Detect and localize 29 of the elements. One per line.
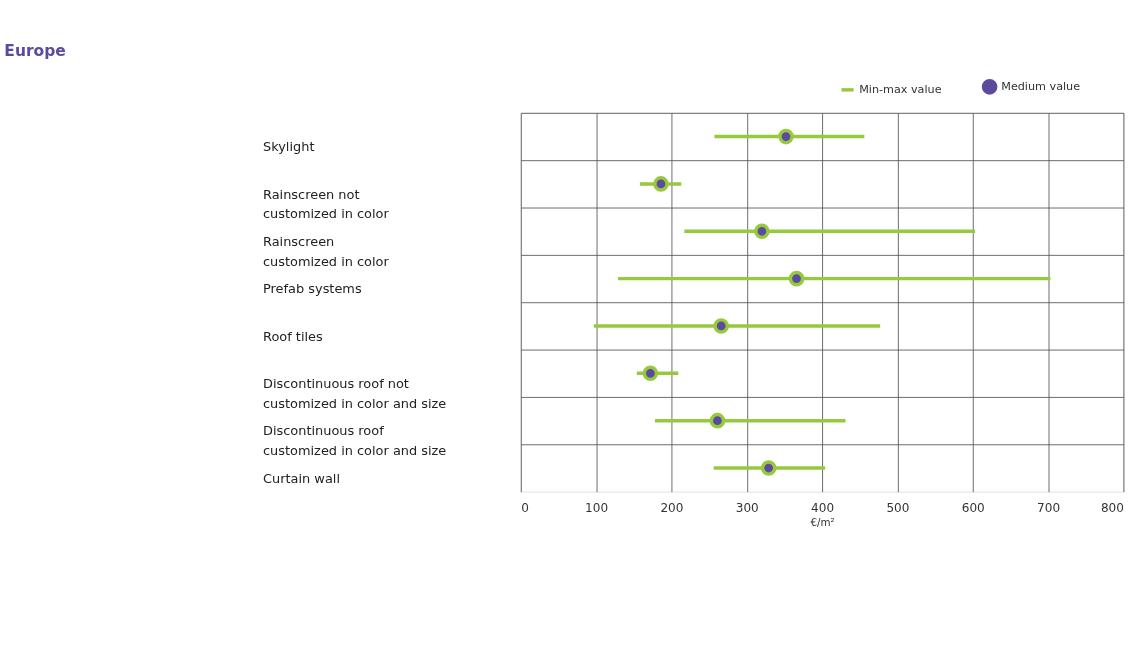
point — [642, 365, 659, 382]
legend-label: Medium value — [1001, 80, 1081, 94]
y-tick-label: Discontinuous roof customized in color and size — [263, 423, 447, 459]
y-tick-label: Skylight — [263, 139, 315, 155]
x-tick-label: 0 — [521, 500, 529, 515]
point — [760, 460, 777, 476]
x-tick-label: 300 — [735, 500, 759, 515]
x-tick-label: 400 — [811, 500, 835, 515]
y-tick-label: Rainscreen customized in color — [263, 233, 390, 269]
point — [778, 128, 794, 145]
x-tick-label: 500 — [886, 500, 910, 515]
point — [788, 270, 805, 287]
legend-label: Min-max value — [859, 83, 942, 97]
y-tick-label: Rainscreen not customized in color — [263, 186, 390, 222]
x-tick-label: 200 — [660, 500, 684, 515]
x-tick-label: 700 — [1037, 500, 1061, 515]
x-tick-label: 600 — [961, 500, 985, 515]
text: Europe — [4, 42, 66, 61]
point — [709, 412, 726, 429]
x-tick-label: 100 — [585, 500, 609, 515]
y-tick-label: Roof tiles — [263, 328, 323, 344]
y-tick-label: Prefab systems — [263, 281, 362, 297]
y-tick-label: Curtain wall — [263, 470, 340, 486]
point — [653, 176, 669, 192]
x-tick-label: 800 — [1100, 500, 1124, 515]
point — [713, 318, 730, 334]
x-axis-title: €/m² — [810, 515, 835, 528]
point — [754, 223, 770, 240]
y-tick-label: Discontinuous roof not customized in color and size — [263, 375, 447, 411]
